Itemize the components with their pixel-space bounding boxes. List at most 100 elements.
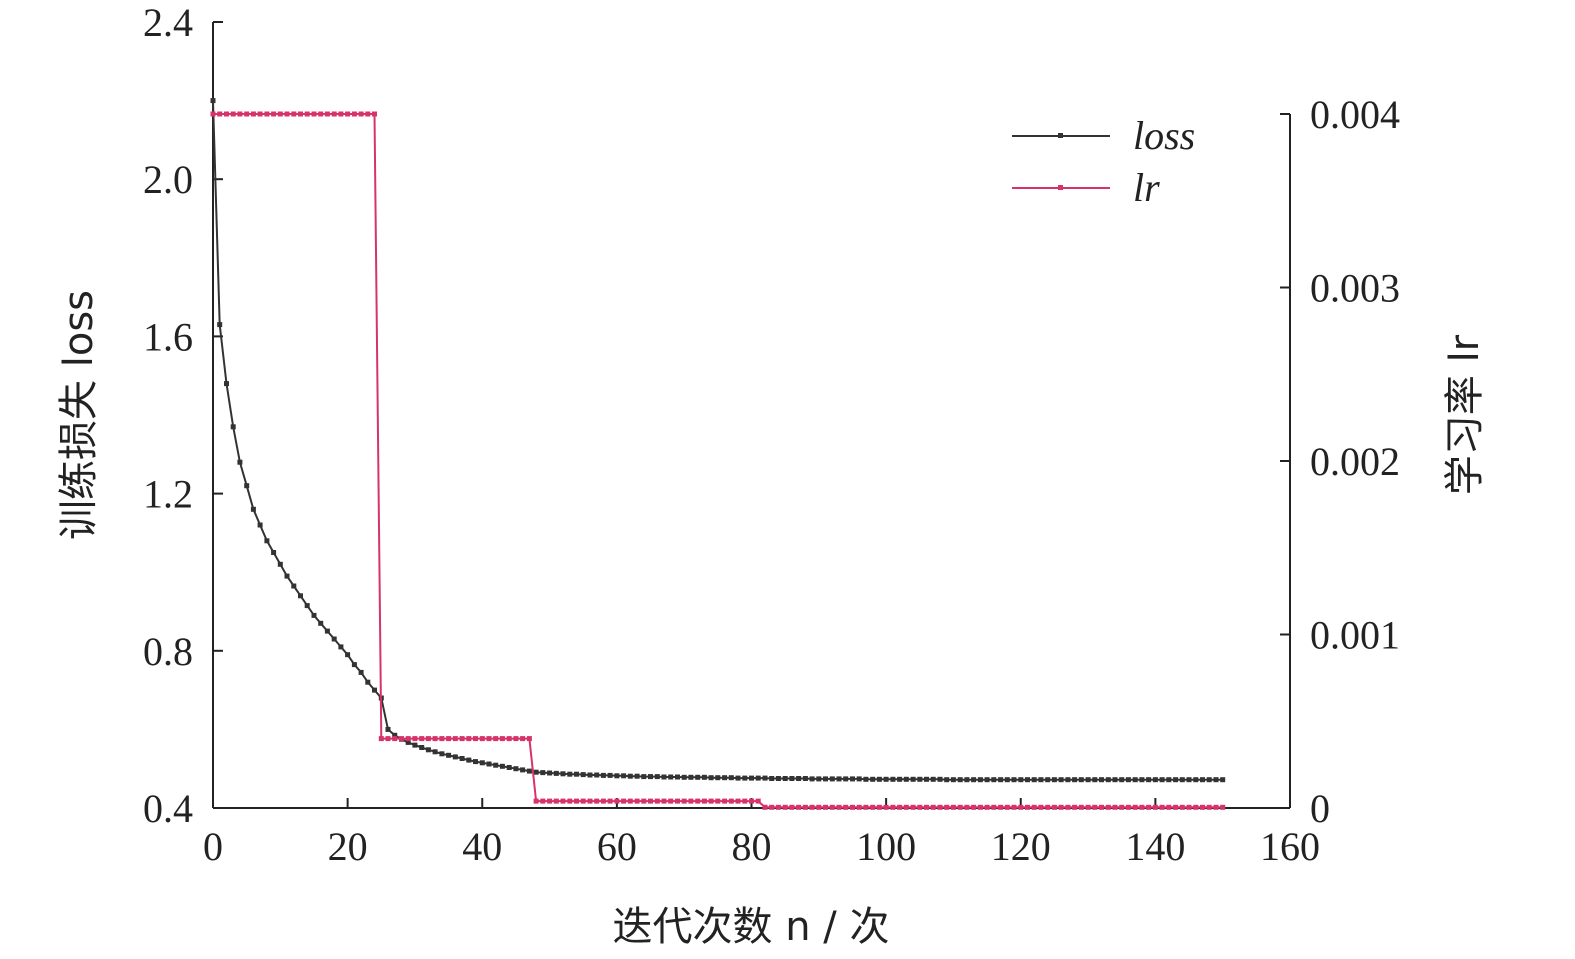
- data-point-lr: [358, 111, 364, 117]
- data-point-loss: [1112, 777, 1118, 783]
- data-point-loss: [654, 774, 660, 780]
- data-point-lr: [520, 736, 526, 742]
- x-tick-label: 20: [328, 824, 368, 869]
- data-point-loss: [903, 776, 909, 782]
- data-point-loss: [897, 776, 903, 782]
- data-point-lr: [1025, 804, 1030, 810]
- data-point-lr: [903, 804, 909, 810]
- data-point-lr: [829, 804, 835, 810]
- data-point-loss: [641, 774, 647, 780]
- data-point-loss: [567, 771, 573, 777]
- data-point-lr: [661, 798, 667, 804]
- data-point-lr: [957, 804, 963, 810]
- data-point-loss: [432, 749, 438, 755]
- data-point-lr: [284, 111, 290, 117]
- data-point-lr: [244, 111, 250, 117]
- data-point-loss: [775, 776, 781, 781]
- data-point-loss: [224, 381, 229, 387]
- data-point-lr: [446, 736, 452, 742]
- data-point-loss: [823, 776, 828, 782]
- data-point-loss: [977, 777, 983, 783]
- right-y-tick-label: 0.001: [1310, 613, 1400, 658]
- data-point-loss: [802, 776, 808, 781]
- data-point-lr: [493, 736, 499, 742]
- data-point-loss: [452, 754, 458, 760]
- data-point-lr: [930, 804, 936, 810]
- data-point-lr: [836, 804, 842, 810]
- data-point-loss: [493, 762, 499, 768]
- data-point-loss: [789, 776, 795, 781]
- data-point-loss: [324, 628, 330, 634]
- data-point-loss: [816, 776, 822, 782]
- data-point-loss: [1213, 777, 1219, 783]
- data-point-loss: [627, 773, 633, 779]
- data-point-loss: [910, 776, 916, 782]
- data-point-loss: [446, 752, 452, 758]
- series-line-loss: [212, 100, 1223, 781]
- data-point-lr: [351, 111, 357, 117]
- data-point-loss: [277, 561, 283, 567]
- data-point-loss: [1085, 777, 1091, 783]
- data-point-loss: [1065, 777, 1071, 783]
- data-point-lr: [1179, 804, 1185, 810]
- left-y-axis-title: 训练损失 loss: [56, 290, 102, 540]
- data-point-lr: [1200, 804, 1205, 810]
- data-point-loss: [594, 772, 600, 778]
- data-point-loss: [574, 771, 579, 777]
- right-y-tick-label: 0: [1310, 786, 1330, 831]
- data-point-lr: [897, 804, 903, 810]
- data-point-lr: [1031, 804, 1037, 810]
- data-point-lr: [567, 798, 573, 804]
- data-point-loss: [850, 776, 855, 782]
- data-point-loss: [701, 774, 707, 780]
- data-point-lr: [1058, 804, 1064, 810]
- data-point-lr: [1119, 804, 1125, 810]
- data-point-loss: [890, 776, 896, 782]
- data-point-loss: [506, 765, 512, 770]
- data-point-lr: [324, 111, 330, 117]
- data-point-loss: [809, 776, 815, 782]
- data-point-lr: [264, 111, 270, 117]
- data-point-loss: [1206, 777, 1212, 783]
- data-point-lr: [385, 736, 391, 742]
- data-point-loss: [318, 620, 324, 626]
- data-point-loss: [210, 98, 216, 104]
- data-point-loss: [944, 777, 950, 783]
- data-point-lr: [499, 736, 505, 742]
- data-point-loss: [675, 774, 680, 780]
- data-point-lr: [1173, 804, 1179, 810]
- data-point-loss: [964, 777, 970, 783]
- right-y-axis-ticks: 0 0.001 0.002 0.003 0.004: [1280, 92, 1400, 831]
- x-tick-label: 0: [203, 824, 223, 869]
- data-point-loss: [1045, 777, 1051, 783]
- data-point-loss: [439, 751, 445, 757]
- data-point-lr: [230, 111, 236, 117]
- data-point-lr: [506, 736, 512, 742]
- data-point-loss: [1173, 777, 1179, 783]
- data-point-loss: [264, 538, 270, 544]
- left-y-tick-label: 2.0: [143, 157, 193, 202]
- data-point-loss: [735, 775, 741, 781]
- data-point-loss: [755, 775, 761, 781]
- data-point-lr: [210, 111, 216, 117]
- data-point-loss: [607, 772, 613, 778]
- data-point-lr: [1018, 804, 1024, 810]
- data-point-loss: [1011, 777, 1017, 783]
- data-point-loss: [304, 603, 310, 609]
- data-point-lr: [977, 804, 983, 810]
- data-point-lr: [1146, 804, 1152, 810]
- data-point-loss: [244, 483, 250, 489]
- data-point-loss: [412, 742, 418, 748]
- data-point-lr: [823, 804, 828, 810]
- data-point-loss: [1072, 777, 1078, 783]
- data-point-loss: [553, 770, 559, 776]
- legend-loss-label: loss: [1133, 113, 1195, 158]
- data-point-loss: [856, 776, 862, 782]
- data-point-loss: [1125, 777, 1131, 783]
- data-point-lr: [540, 798, 546, 804]
- data-point-loss: [648, 774, 653, 780]
- data-point-lr: [237, 111, 243, 117]
- legend-lr-marker: [1058, 185, 1063, 190]
- series-line-lr: [213, 113, 1223, 809]
- data-point-loss: [425, 747, 431, 753]
